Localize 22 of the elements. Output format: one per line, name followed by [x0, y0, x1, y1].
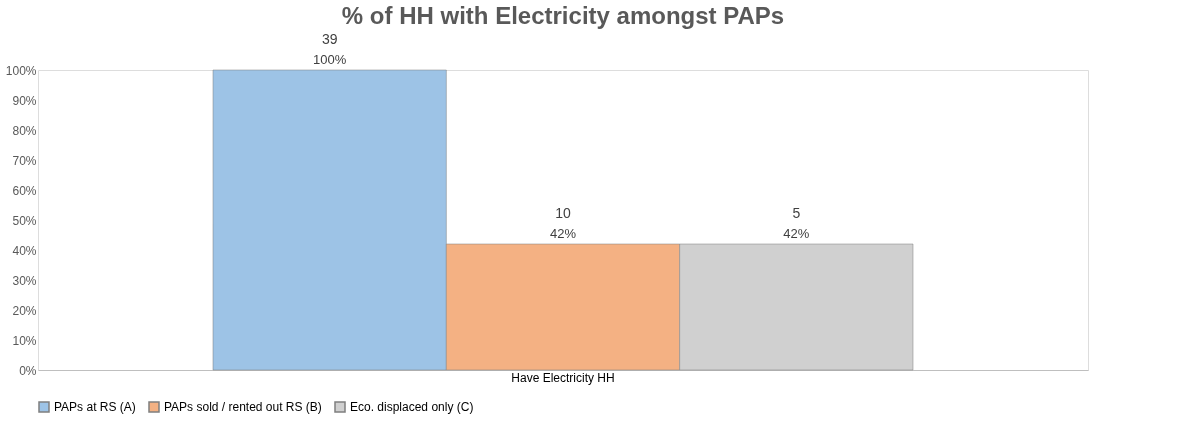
y-tick-label: 60% — [12, 183, 37, 198]
text: 39 — [321, 31, 338, 47]
x-tick-label: Have Electricity HH — [511, 370, 615, 385]
y-tick-label: 0% — [19, 363, 37, 378]
y-tick-label: 10% — [12, 333, 37, 348]
data-label: 42% — [783, 226, 810, 241]
y-tick-label: 50% — [12, 213, 37, 228]
y-tick-label: 80% — [12, 123, 37, 138]
chart-title: % of HH with Electricity amongst PAPs — [341, 2, 785, 29]
legend-label: Eco. displaced only (C) — [350, 400, 474, 414]
annotation: 5 — [792, 205, 801, 221]
y-tick-label: 20% — [12, 303, 37, 318]
legend-label: PAPs sold / rented out RS (B) — [164, 400, 322, 414]
y-tick-label: 90% — [12, 93, 37, 108]
y-tick-label: 40% — [12, 243, 37, 258]
data-label: 42% — [549, 226, 577, 241]
data-label: 100% — [313, 52, 347, 67]
legend-label: PAPs at RS (A) — [54, 400, 136, 414]
y-tick-label: 70% — [12, 153, 37, 168]
y-tick-label: 100% — [5, 63, 37, 78]
annotation: 10 — [555, 205, 571, 221]
y-tick-label: 30% — [12, 273, 37, 288]
